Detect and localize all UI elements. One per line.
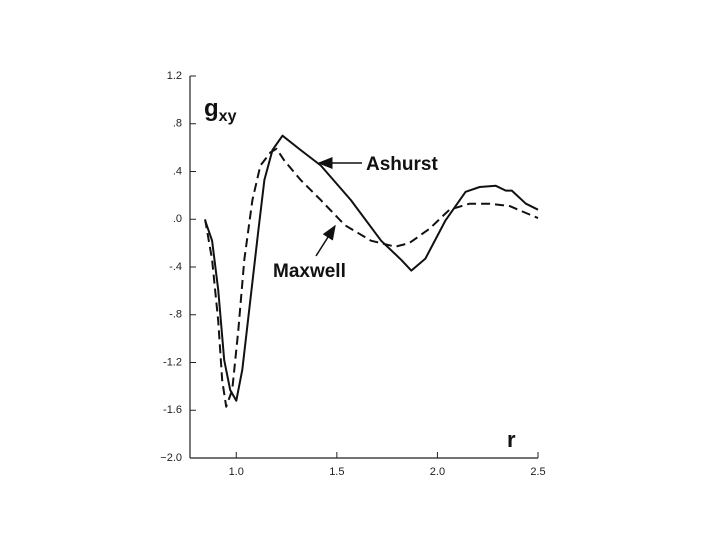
annotation: Maxwell	[273, 261, 346, 282]
y-tick-label: -1.2	[163, 356, 182, 368]
y-tick-label: .4	[173, 165, 182, 177]
y-tick-label: .8	[173, 118, 182, 130]
y-tick-label: -.8	[169, 309, 182, 321]
x-tick-label: 2.5	[530, 466, 545, 478]
y-tick-label: -1.6	[163, 404, 182, 416]
x-tick-label: 1.0	[229, 466, 244, 478]
y-axis-label: gxy	[204, 95, 237, 125]
y-tick-label: -.4	[169, 261, 182, 273]
y-tick-label: .0	[173, 213, 182, 225]
annotation-arrow	[315, 224, 336, 257]
data-line	[204, 147, 539, 408]
x-tick-label: 1.5	[329, 466, 344, 478]
x-tick-label: 2.0	[430, 466, 445, 478]
y-tick-label: 1.2	[167, 70, 182, 82]
data-line	[204, 134, 539, 402]
y-tick-label: −2.0	[160, 452, 182, 464]
annotation: Ashurst	[366, 154, 438, 175]
x-axis-label: r	[507, 427, 516, 452]
